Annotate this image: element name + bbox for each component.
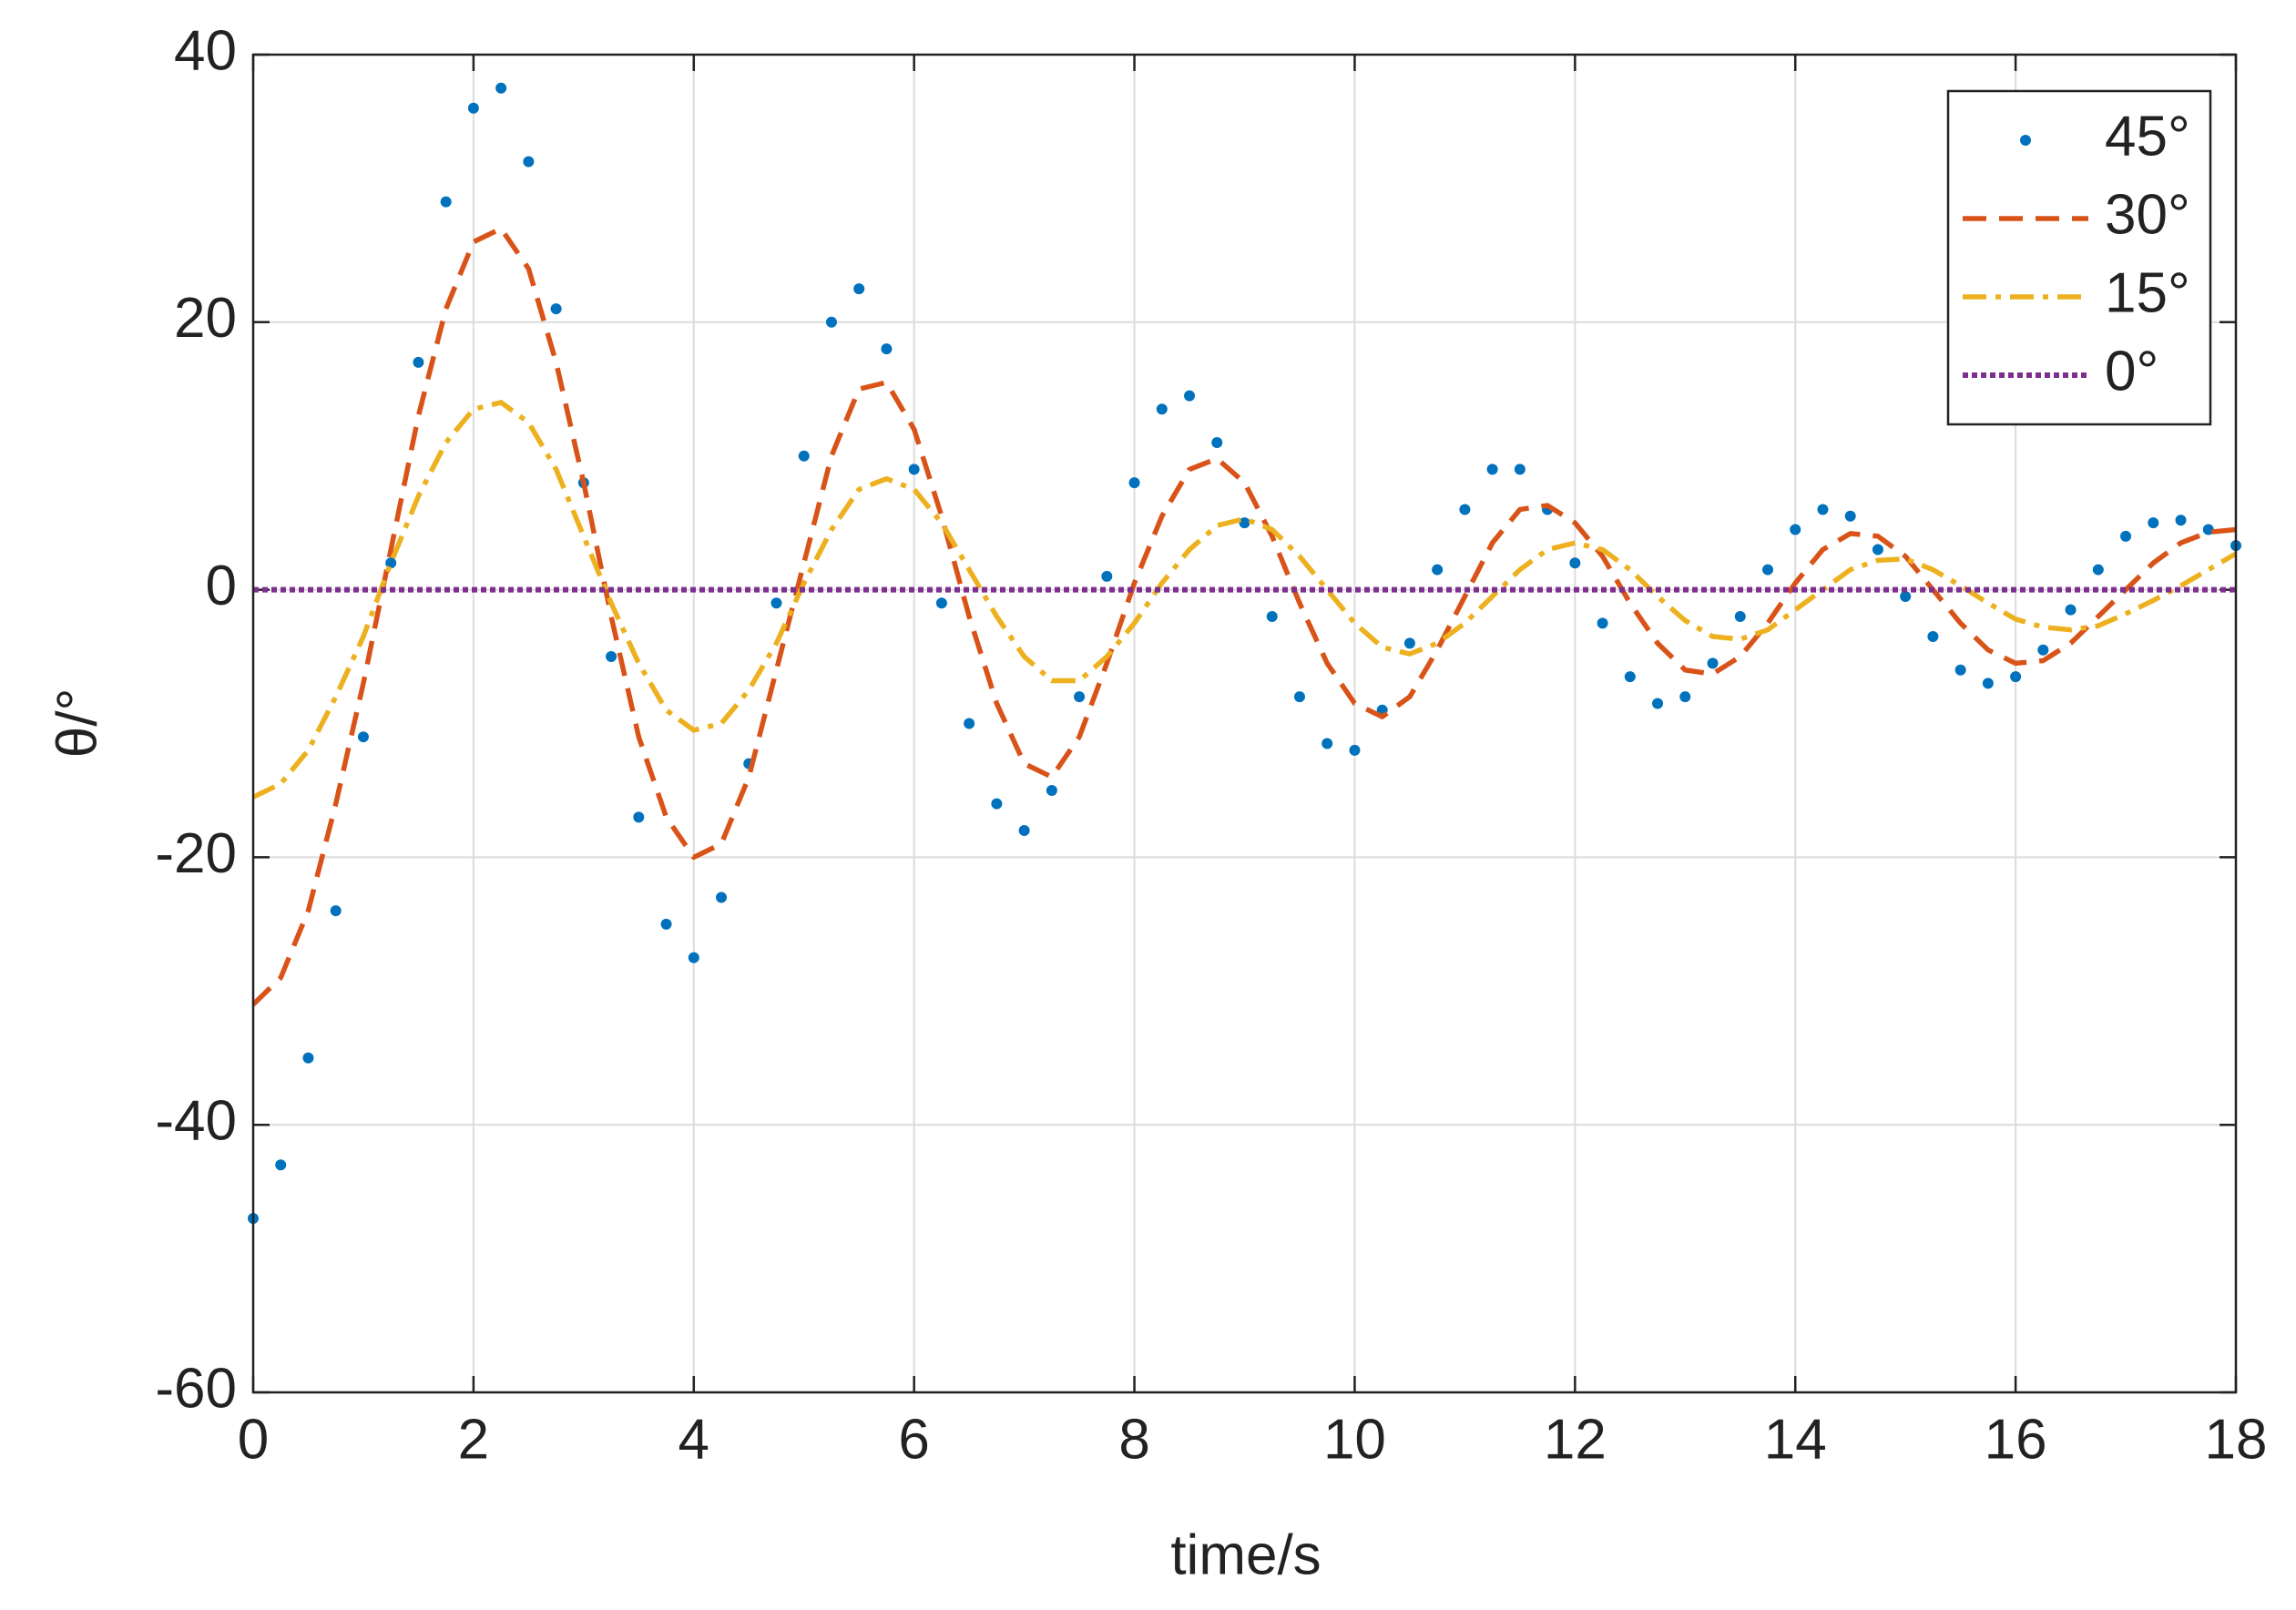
data-point — [1018, 825, 1030, 837]
data-point — [606, 651, 617, 663]
data-point — [1046, 784, 1057, 796]
data-point — [302, 1052, 314, 1064]
data-point — [716, 892, 728, 903]
data-point — [825, 316, 837, 328]
data-point — [881, 343, 893, 355]
y-axis-label: θ/° — [46, 688, 108, 759]
data-point — [991, 798, 1003, 810]
data-point — [798, 450, 810, 462]
data-point — [2202, 524, 2214, 535]
y-tick-label: -60 — [155, 1357, 237, 1420]
data-point — [2065, 604, 2077, 616]
data-point — [1184, 390, 1196, 402]
legend-label: 45° — [2105, 105, 2190, 168]
legend-marker — [2020, 135, 2031, 146]
x-tick-label: 4 — [679, 1408, 709, 1471]
data-point — [1817, 504, 1829, 515]
data-point — [1432, 564, 1444, 576]
x-tick-label: 2 — [458, 1408, 489, 1471]
data-point — [1844, 510, 1856, 522]
data-point — [1266, 610, 1278, 622]
data-point — [1156, 403, 1168, 415]
data-point — [385, 557, 397, 569]
data-point — [1900, 590, 1912, 602]
data-point — [1101, 570, 1113, 582]
y-tick-label: 40 — [174, 19, 237, 82]
data-point — [357, 731, 369, 743]
x-tick-label: 12 — [1544, 1408, 1607, 1471]
data-point — [550, 303, 562, 315]
data-point — [1569, 557, 1581, 569]
data-point — [1486, 464, 1498, 475]
data-point — [1872, 544, 1883, 555]
legend-label: 0° — [2105, 340, 2158, 402]
y-tick-label: 0 — [206, 555, 237, 617]
y-tick-label: -40 — [155, 1090, 237, 1153]
data-point — [770, 597, 782, 609]
data-point — [2148, 517, 2159, 529]
x-tick-label: 16 — [1985, 1408, 2047, 1471]
data-point — [853, 283, 865, 295]
data-point — [330, 905, 342, 917]
data-point — [1679, 691, 1691, 703]
y-tick-label: -20 — [155, 822, 237, 885]
data-point — [1074, 691, 1086, 703]
data-point — [2120, 530, 2132, 542]
data-point — [467, 102, 479, 114]
data-point — [495, 82, 507, 94]
data-point — [275, 1159, 287, 1171]
data-point — [660, 918, 672, 930]
data-point — [1707, 657, 1719, 669]
data-point — [688, 952, 699, 963]
x-tick-label: 6 — [898, 1408, 929, 1471]
data-point — [523, 156, 535, 168]
data-point — [633, 811, 645, 823]
data-point — [1597, 617, 1608, 629]
series-line — [251, 226, 2237, 1006]
data-point — [1761, 564, 1773, 576]
data-point — [1211, 437, 1223, 449]
data-point — [1954, 664, 1966, 676]
data-point — [1734, 610, 1746, 622]
data-point — [1293, 691, 1305, 703]
data-point — [2092, 564, 2104, 576]
x-axis-label: time/s — [1170, 1523, 1321, 1586]
data-point — [935, 597, 947, 609]
data-point — [2037, 644, 2049, 656]
data-point — [413, 356, 424, 368]
data-point — [1349, 744, 1361, 756]
data-point — [2175, 515, 2187, 526]
data-point — [1514, 464, 1526, 475]
legend-box — [1946, 89, 2212, 426]
data-point — [1624, 671, 1636, 683]
data-point — [908, 464, 920, 475]
data-point — [1128, 477, 1140, 489]
data-point — [1790, 524, 1801, 535]
data-point — [1459, 504, 1471, 515]
data-point — [1321, 738, 1333, 749]
legend-label: 30° — [2105, 183, 2190, 246]
data-point — [1403, 637, 1415, 649]
legend-label: 15° — [2105, 261, 2190, 324]
data-point — [2010, 671, 2022, 683]
plot-frame — [251, 53, 2238, 1394]
data-point — [1982, 678, 1994, 689]
data-point — [1652, 698, 1664, 709]
x-tick-label: 0 — [238, 1408, 269, 1471]
data-point — [964, 718, 975, 729]
x-tick-label: 10 — [1323, 1408, 1386, 1471]
data-point — [440, 196, 452, 208]
x-tick-label: 14 — [1764, 1408, 1827, 1471]
data-point — [1239, 517, 1250, 529]
data-point — [1927, 631, 1939, 643]
x-tick-label: 18 — [2205, 1408, 2268, 1471]
y-tick-label: 20 — [174, 287, 237, 350]
x-tick-label: 8 — [1118, 1408, 1149, 1471]
